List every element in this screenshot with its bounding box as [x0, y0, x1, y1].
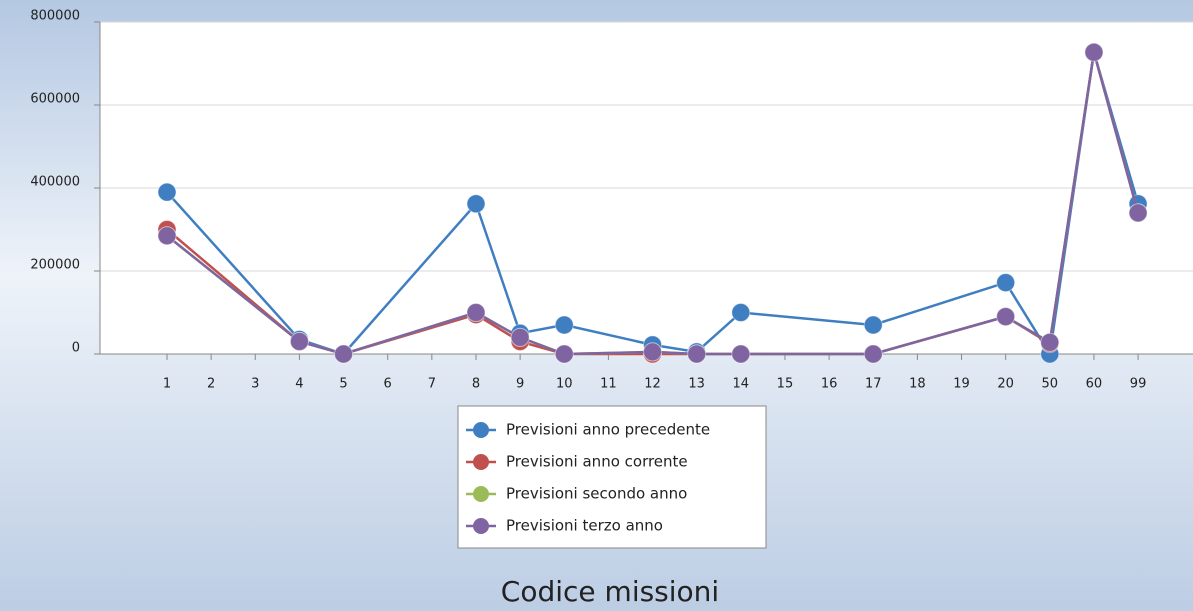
data-point — [554, 344, 574, 364]
data-point — [1084, 42, 1104, 62]
x-tick-label: 3 — [251, 377, 259, 392]
x-tick-label: 18 — [909, 377, 926, 392]
legend-label: Previsioni anno corrente — [506, 453, 688, 471]
data-point — [289, 332, 309, 352]
y-tick-label: 200000 — [30, 258, 80, 273]
y-tick-label: 800000 — [30, 9, 80, 24]
legend-marker — [473, 422, 489, 438]
data-point — [1040, 332, 1060, 352]
x-tick-label: 15 — [777, 377, 794, 392]
x-tick-label: 9 — [516, 377, 524, 392]
data-point — [334, 344, 354, 364]
data-point — [731, 344, 751, 364]
data-point — [157, 226, 177, 246]
data-point — [996, 273, 1016, 293]
x-tick-label: 8 — [472, 377, 480, 392]
data-point — [554, 315, 574, 335]
x-tick-label: 12 — [644, 377, 661, 392]
x-tick-label: 99 — [1130, 377, 1147, 392]
data-point — [466, 194, 486, 214]
legend-label: Previsioni secondo anno — [506, 485, 687, 503]
data-point — [466, 303, 486, 322]
data-point — [687, 344, 707, 364]
x-tick-label: 19 — [953, 377, 970, 392]
legend-marker — [473, 486, 489, 502]
x-tick-label: 11 — [600, 377, 617, 392]
legend-marker — [473, 454, 489, 470]
x-tick-label: 13 — [688, 377, 705, 392]
x-tick-label: 17 — [865, 377, 882, 392]
x-tick-label: 6 — [384, 377, 392, 392]
x-tick-label: 1 — [163, 377, 171, 392]
x-tick-label: 60 — [1086, 377, 1103, 392]
x-tick-label: 10 — [556, 377, 573, 392]
x-axis-title: Codice missioni — [501, 575, 719, 608]
data-point — [510, 327, 530, 347]
x-tick-label: 50 — [1042, 377, 1059, 392]
data-point — [643, 342, 663, 362]
legend-box — [457, 405, 767, 549]
data-point — [731, 303, 751, 322]
x-tick-label: 20 — [997, 377, 1014, 392]
x-tick-label: 16 — [821, 377, 838, 392]
y-tick-label: 600000 — [30, 92, 80, 107]
x-tick-label: 2 — [207, 377, 215, 392]
x-tick-label: 7 — [428, 377, 436, 392]
legend-label: Previsioni anno precedente — [506, 421, 710, 439]
data-point — [863, 344, 883, 364]
legend-label: Previsioni terzo anno — [506, 517, 663, 535]
y-tick-label: 0 — [72, 341, 80, 356]
x-tick-label: 14 — [733, 377, 750, 392]
data-point — [157, 182, 177, 202]
legend-marker — [473, 518, 489, 534]
x-tick-label: 4 — [295, 377, 303, 392]
y-tick-label: 400000 — [30, 175, 80, 190]
data-point — [863, 315, 883, 335]
data-point — [1128, 203, 1148, 223]
x-tick-label: 5 — [339, 377, 347, 392]
data-point — [996, 307, 1016, 327]
